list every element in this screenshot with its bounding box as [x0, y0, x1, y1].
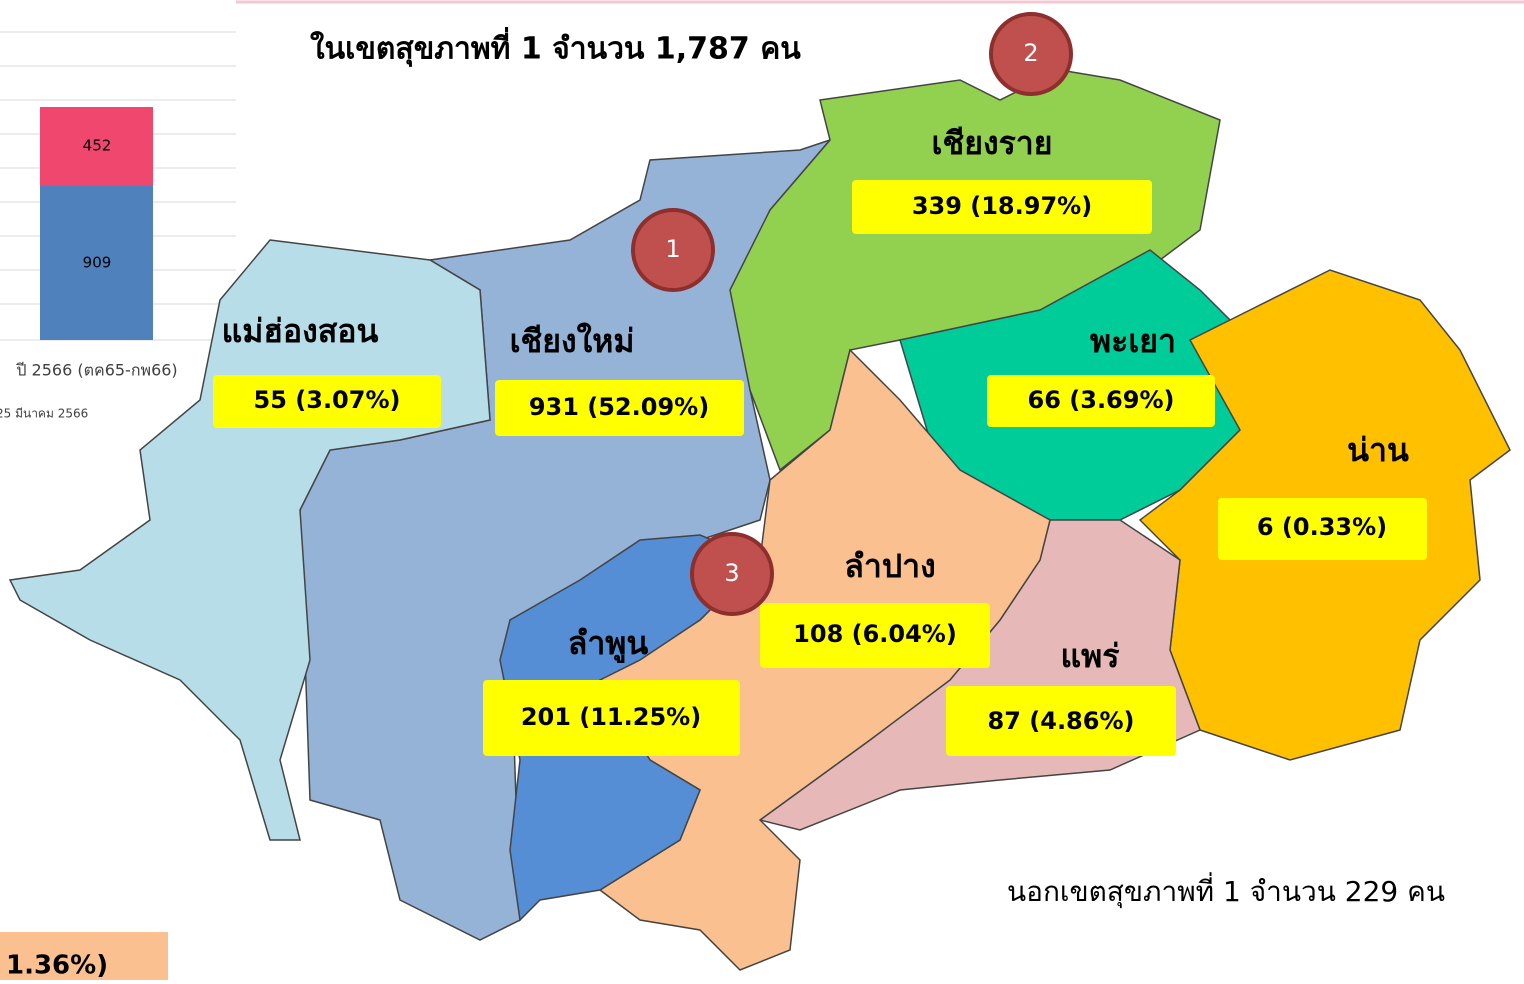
value-box [495, 380, 744, 436]
province-value: 201 (11.25%) [521, 703, 701, 731]
marker-label: 2 [1023, 39, 1038, 67]
value-box [946, 686, 1176, 756]
province-name: พะเยา [1090, 322, 1176, 360]
value-boxes [213, 180, 1427, 756]
province-value: 87 (4.86%) [988, 707, 1135, 735]
province-name: แม่ฮ่องสอน [222, 312, 379, 350]
corner-box [0, 932, 168, 980]
marker [989, 12, 1073, 96]
province-name: แพร่ [1061, 637, 1120, 675]
marker-label: 3 [724, 559, 739, 587]
province-name: ลำปาง [844, 547, 935, 585]
value-box [213, 375, 441, 428]
value-box [760, 603, 990, 668]
left-chart: 452 909 ปี 2566 (ตค65-กพ66) 25 มีนาคม 25… [0, 31, 236, 421]
province-name: น่าน [1347, 431, 1409, 469]
value-box [852, 180, 1152, 234]
marker [631, 208, 715, 292]
bar-segment [40, 107, 153, 186]
segment-label: 452 [83, 137, 112, 155]
bar-segment [40, 186, 153, 340]
title: ในเขตสุขภาพที่ 1 จำนวน 1,787 คน [310, 27, 801, 68]
lamphun-area [499, 534, 762, 922]
markers: 1 2 3 [631, 12, 1073, 616]
chart-note: 25 มีนาคม 2566 [0, 407, 88, 421]
province-value: 66 (3.69%) [1028, 386, 1175, 414]
corner-label: 1.36%) [6, 951, 108, 981]
segment-label: 909 [83, 254, 112, 272]
province-name: เชียงใหม่ [510, 322, 635, 360]
value-box [1218, 498, 1427, 560]
province-name: ลำพูน [568, 624, 649, 664]
marker [690, 532, 774, 616]
category-label: ปี 2566 (ตค65-กพ66) [16, 361, 178, 380]
province-value: 339 (18.97%) [912, 192, 1092, 220]
outside-note: นอกเขตสุขภาพที่ 1 จำนวน 229 คน [1007, 872, 1445, 909]
province-value: 6 (0.33%) [1257, 513, 1387, 541]
marker-label: 1 [665, 235, 680, 263]
value-box [483, 680, 740, 756]
province-value: 108 (6.04%) [793, 620, 957, 648]
value-box [987, 375, 1215, 427]
province-value: 931 (52.09%) [529, 393, 709, 421]
province-name: เชียงราย [932, 124, 1053, 162]
province-value: 55 (3.07%) [254, 386, 401, 414]
